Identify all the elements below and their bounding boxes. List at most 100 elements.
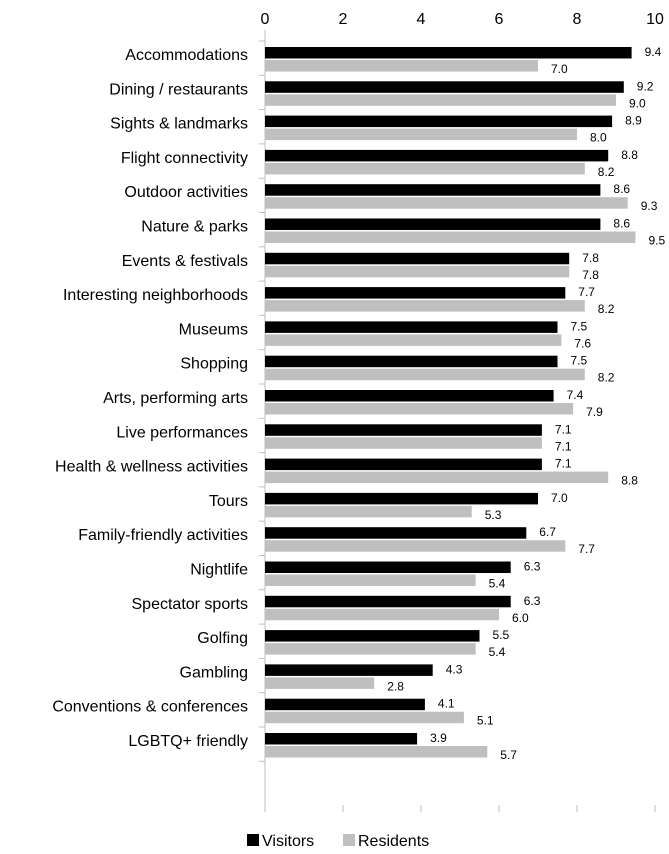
category-label: Live performances bbox=[116, 424, 248, 441]
data-label-visitors: 6.7 bbox=[539, 525, 556, 539]
data-label-residents: 9.3 bbox=[641, 199, 658, 213]
data-label-residents: 9.5 bbox=[649, 234, 666, 248]
bar-residents bbox=[265, 505, 472, 518]
data-label-residents: 7.0 bbox=[551, 62, 568, 76]
legend-swatch-residents bbox=[343, 834, 355, 846]
bar-visitors bbox=[265, 390, 554, 402]
bar-residents bbox=[265, 608, 499, 621]
x-tick-label: 4 bbox=[417, 11, 426, 28]
data-label-visitors: 7.0 bbox=[551, 491, 568, 505]
category-label: Museums bbox=[179, 321, 248, 338]
legend-label-residents: Residents bbox=[358, 833, 429, 850]
category-label: Nature & parks bbox=[141, 219, 248, 236]
data-label-visitors: 7.5 bbox=[571, 319, 588, 333]
bar-visitors bbox=[265, 595, 511, 608]
category-label: Flight connectivity bbox=[121, 150, 248, 167]
bar-visitors bbox=[265, 458, 542, 471]
data-label-visitors: 7.8 bbox=[582, 251, 599, 265]
bar-visitors bbox=[265, 252, 570, 265]
x-tick-label: 10 bbox=[646, 11, 664, 28]
category-label: Sights & landmarks bbox=[110, 116, 248, 133]
data-label-residents: 8.2 bbox=[598, 371, 615, 385]
bar-visitors bbox=[265, 149, 609, 162]
bar-visitors bbox=[265, 733, 418, 745]
bar-residents bbox=[265, 231, 636, 243]
category-label: Events & festivals bbox=[122, 253, 248, 270]
bar-residents bbox=[265, 437, 542, 449]
bar-residents bbox=[265, 643, 476, 655]
bar-residents bbox=[265, 403, 574, 415]
data-label-visitors: 7.1 bbox=[555, 457, 572, 471]
category-label: Nightlife bbox=[190, 562, 248, 579]
bar-residents bbox=[265, 711, 464, 724]
category-label: Tours bbox=[209, 493, 248, 510]
data-label-residents: 5.3 bbox=[485, 508, 502, 522]
category-label: Shopping bbox=[180, 356, 248, 373]
bar-visitors bbox=[265, 630, 480, 642]
data-label-residents: 5.4 bbox=[489, 577, 506, 591]
data-label-visitors: 4.3 bbox=[446, 662, 463, 676]
bar-visitors bbox=[265, 115, 613, 128]
data-label-visitors: 9.4 bbox=[645, 45, 662, 59]
bar-residents bbox=[265, 60, 538, 72]
bar-visitors bbox=[265, 698, 425, 711]
bar-residents bbox=[265, 128, 577, 141]
legend: Visitors Residents bbox=[247, 833, 429, 850]
bar-residents bbox=[265, 471, 609, 484]
category-label: Dining / restaurants bbox=[109, 81, 248, 98]
bar-visitors bbox=[265, 287, 566, 299]
category-label: Spectator sports bbox=[132, 596, 249, 613]
data-label-visitors: 7.4 bbox=[567, 388, 584, 402]
x-tick-label: 6 bbox=[495, 11, 504, 28]
category-label: Accommodations bbox=[125, 47, 248, 64]
bar-residents bbox=[265, 197, 628, 209]
category-label: Golfing bbox=[197, 630, 248, 647]
data-label-residents: 7.8 bbox=[582, 268, 599, 282]
data-label-residents: 8.2 bbox=[598, 302, 615, 316]
data-label-visitors: 6.3 bbox=[524, 594, 541, 608]
data-label-residents: 5.7 bbox=[500, 748, 517, 762]
data-label-visitors: 8.6 bbox=[613, 182, 630, 196]
data-label-visitors: 8.8 bbox=[621, 148, 638, 162]
data-label-residents: 7.6 bbox=[574, 336, 591, 350]
bar-residents bbox=[265, 746, 488, 758]
bar-residents bbox=[265, 162, 585, 175]
x-tick-label: 2 bbox=[339, 11, 348, 28]
data-label-residents: 8.2 bbox=[598, 165, 615, 179]
category-label: Outdoor activities bbox=[124, 184, 248, 201]
bar-residents bbox=[265, 540, 566, 552]
bar-residents bbox=[265, 574, 476, 586]
data-label-visitors: 3.9 bbox=[430, 731, 447, 745]
data-label-visitors: 6.3 bbox=[524, 560, 541, 574]
data-label-visitors: 8.6 bbox=[613, 217, 630, 231]
bar-visitors bbox=[265, 424, 542, 436]
category-label: Health & wellness activities bbox=[55, 459, 248, 476]
bar-visitors bbox=[265, 218, 601, 230]
data-label-visitors: 7.7 bbox=[578, 285, 595, 299]
data-label-visitors: 7.1 bbox=[555, 422, 572, 436]
bar-visitors bbox=[265, 81, 624, 93]
data-label-residents: 7.7 bbox=[578, 542, 595, 556]
category-label: LGBTQ+ friendly bbox=[128, 733, 248, 750]
data-label-residents: 8.0 bbox=[590, 131, 607, 145]
legend-swatch-visitors bbox=[247, 834, 259, 846]
category-label: Family-friendly activities bbox=[78, 527, 248, 544]
data-label-visitors: 5.5 bbox=[493, 628, 510, 642]
x-tick-label: 0 bbox=[261, 11, 270, 28]
category-label: Arts, performing arts bbox=[103, 390, 248, 407]
data-label-residents: 7.1 bbox=[555, 439, 572, 453]
data-label-residents: 9.0 bbox=[629, 96, 646, 110]
bar-residents bbox=[265, 265, 570, 278]
data-label-residents: 7.9 bbox=[586, 405, 603, 419]
bar-visitors bbox=[265, 321, 558, 333]
bar-residents bbox=[265, 94, 616, 106]
bar-visitors bbox=[265, 184, 601, 196]
category-label: Interesting neighborhoods bbox=[63, 287, 248, 304]
bar-visitors bbox=[265, 355, 558, 368]
bar-visitors bbox=[265, 527, 527, 539]
category-label: Conventions & conferences bbox=[52, 699, 248, 716]
legend-label-visitors: Visitors bbox=[262, 833, 314, 850]
data-label-residents: 6.0 bbox=[512, 611, 529, 625]
bar-visitors bbox=[265, 561, 511, 573]
